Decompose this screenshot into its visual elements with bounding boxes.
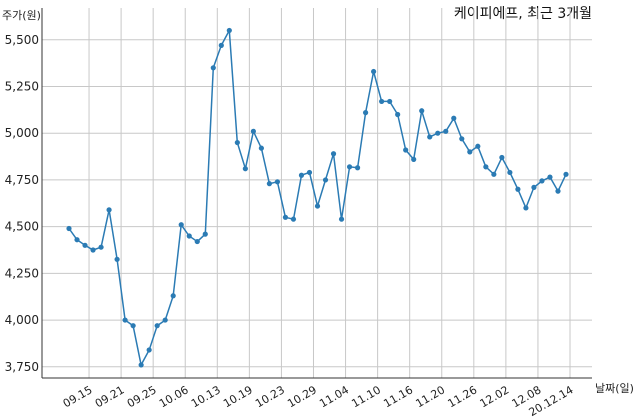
y-tick-label: 4,250: [5, 266, 39, 280]
data-point: [194, 238, 200, 245]
data-point: [282, 214, 289, 220]
data-point: [539, 178, 545, 184]
data-point: [226, 27, 232, 34]
y-tick-label: 5,250: [5, 79, 39, 93]
x-tick-label: 09.25: [125, 383, 159, 410]
data-point: [178, 222, 184, 228]
y-tick-label: 4,750: [5, 173, 39, 187]
data-point: [138, 362, 144, 368]
y-tick-label: 5,000: [5, 126, 39, 140]
data-point: [122, 317, 128, 323]
y-tick-label: 3,750: [5, 360, 39, 374]
data-point: [250, 128, 256, 134]
data-point: [346, 164, 353, 170]
x-tick-label: 11.10: [349, 383, 383, 410]
x-tick-label: 09.21: [93, 383, 127, 410]
data-point: [443, 128, 449, 134]
data-point: [507, 169, 513, 176]
data-point: [435, 130, 441, 136]
gridlines: [42, 8, 592, 378]
data-point: [106, 207, 112, 213]
data-point: [234, 139, 240, 146]
data-point: [170, 293, 176, 299]
x-tick-label: 10.29: [285, 383, 319, 410]
data-point: [130, 323, 136, 329]
y-tick-labels: 3,750 4,000 4,250 4,500 4,750 5,000 5,250 5,500: [5, 33, 39, 374]
data-point: [314, 203, 321, 209]
x-tick-label: 11.04: [317, 383, 351, 410]
data-point: [330, 151, 337, 157]
data-point: [242, 166, 248, 172]
data-point: [338, 216, 345, 222]
data-point: [411, 156, 417, 162]
x-tick-labels: 09.1509.2109.2510.0610.1310.1910.2310.29…: [61, 383, 576, 419]
data-point: [427, 134, 433, 140]
y-tick-label: 4,500: [5, 220, 39, 234]
chart-title: 케이피에프, 최근 3개월: [454, 6, 592, 22]
data-point: [403, 147, 409, 153]
data-point: [467, 149, 473, 155]
x-tick-label: 11.26: [446, 383, 480, 410]
data-point: [371, 68, 377, 75]
x-tick-label: 12.02: [478, 383, 512, 410]
x-tick-label: 11.20: [413, 383, 447, 410]
data-point: [354, 165, 361, 171]
y-axis-label: 주가(원): [2, 9, 41, 22]
data-point: [491, 171, 497, 177]
data-point: [499, 154, 505, 161]
x-tick-label: 10.23: [253, 383, 287, 410]
data-point: [547, 174, 553, 180]
data-point: [146, 347, 152, 353]
data-point: [362, 110, 369, 116]
data-point: [515, 186, 521, 192]
data-point: [114, 256, 120, 262]
data-point: [298, 172, 305, 178]
x-tick-label: 11.16: [381, 383, 415, 410]
axes: [41, 8, 592, 379]
y-tick-label: 4,000: [5, 313, 39, 327]
data-point: [258, 145, 264, 151]
data-point: [395, 111, 401, 118]
data-point: [451, 115, 457, 121]
data-point: [531, 184, 537, 190]
data-point: [322, 177, 329, 183]
data-point: [290, 216, 297, 222]
data-point: [90, 247, 96, 253]
data-point: [202, 231, 208, 237]
data-point: [475, 143, 481, 149]
data-point: [483, 164, 489, 170]
x-tick-label: 10.06: [157, 383, 191, 410]
data-point: [210, 65, 216, 71]
series-price: [66, 27, 569, 368]
data-point: [274, 179, 281, 185]
data-point: [555, 188, 561, 194]
x-tick-label: 10.19: [221, 383, 255, 410]
data-point: [266, 181, 273, 187]
data-point: [162, 317, 168, 323]
y-tick-label: 5,500: [5, 33, 39, 47]
data-point: [419, 108, 425, 114]
x-axis-label: 날짜(일): [595, 381, 634, 395]
data-point: [218, 42, 224, 48]
data-point: [563, 171, 569, 177]
data-point: [74, 237, 80, 243]
data-point: [82, 242, 88, 248]
data-point: [379, 98, 385, 105]
data-point: [154, 323, 160, 329]
data-point: [186, 233, 192, 239]
series-line: [68, 27, 567, 368]
data-point: [459, 136, 465, 142]
data-point: [387, 98, 393, 105]
x-tick-label: 09.15: [61, 383, 95, 410]
data-point: [98, 244, 104, 250]
data-point: [306, 169, 313, 176]
data-point: [66, 225, 72, 232]
data-point: [523, 205, 529, 211]
x-tick-label: 10.13: [189, 383, 223, 410]
